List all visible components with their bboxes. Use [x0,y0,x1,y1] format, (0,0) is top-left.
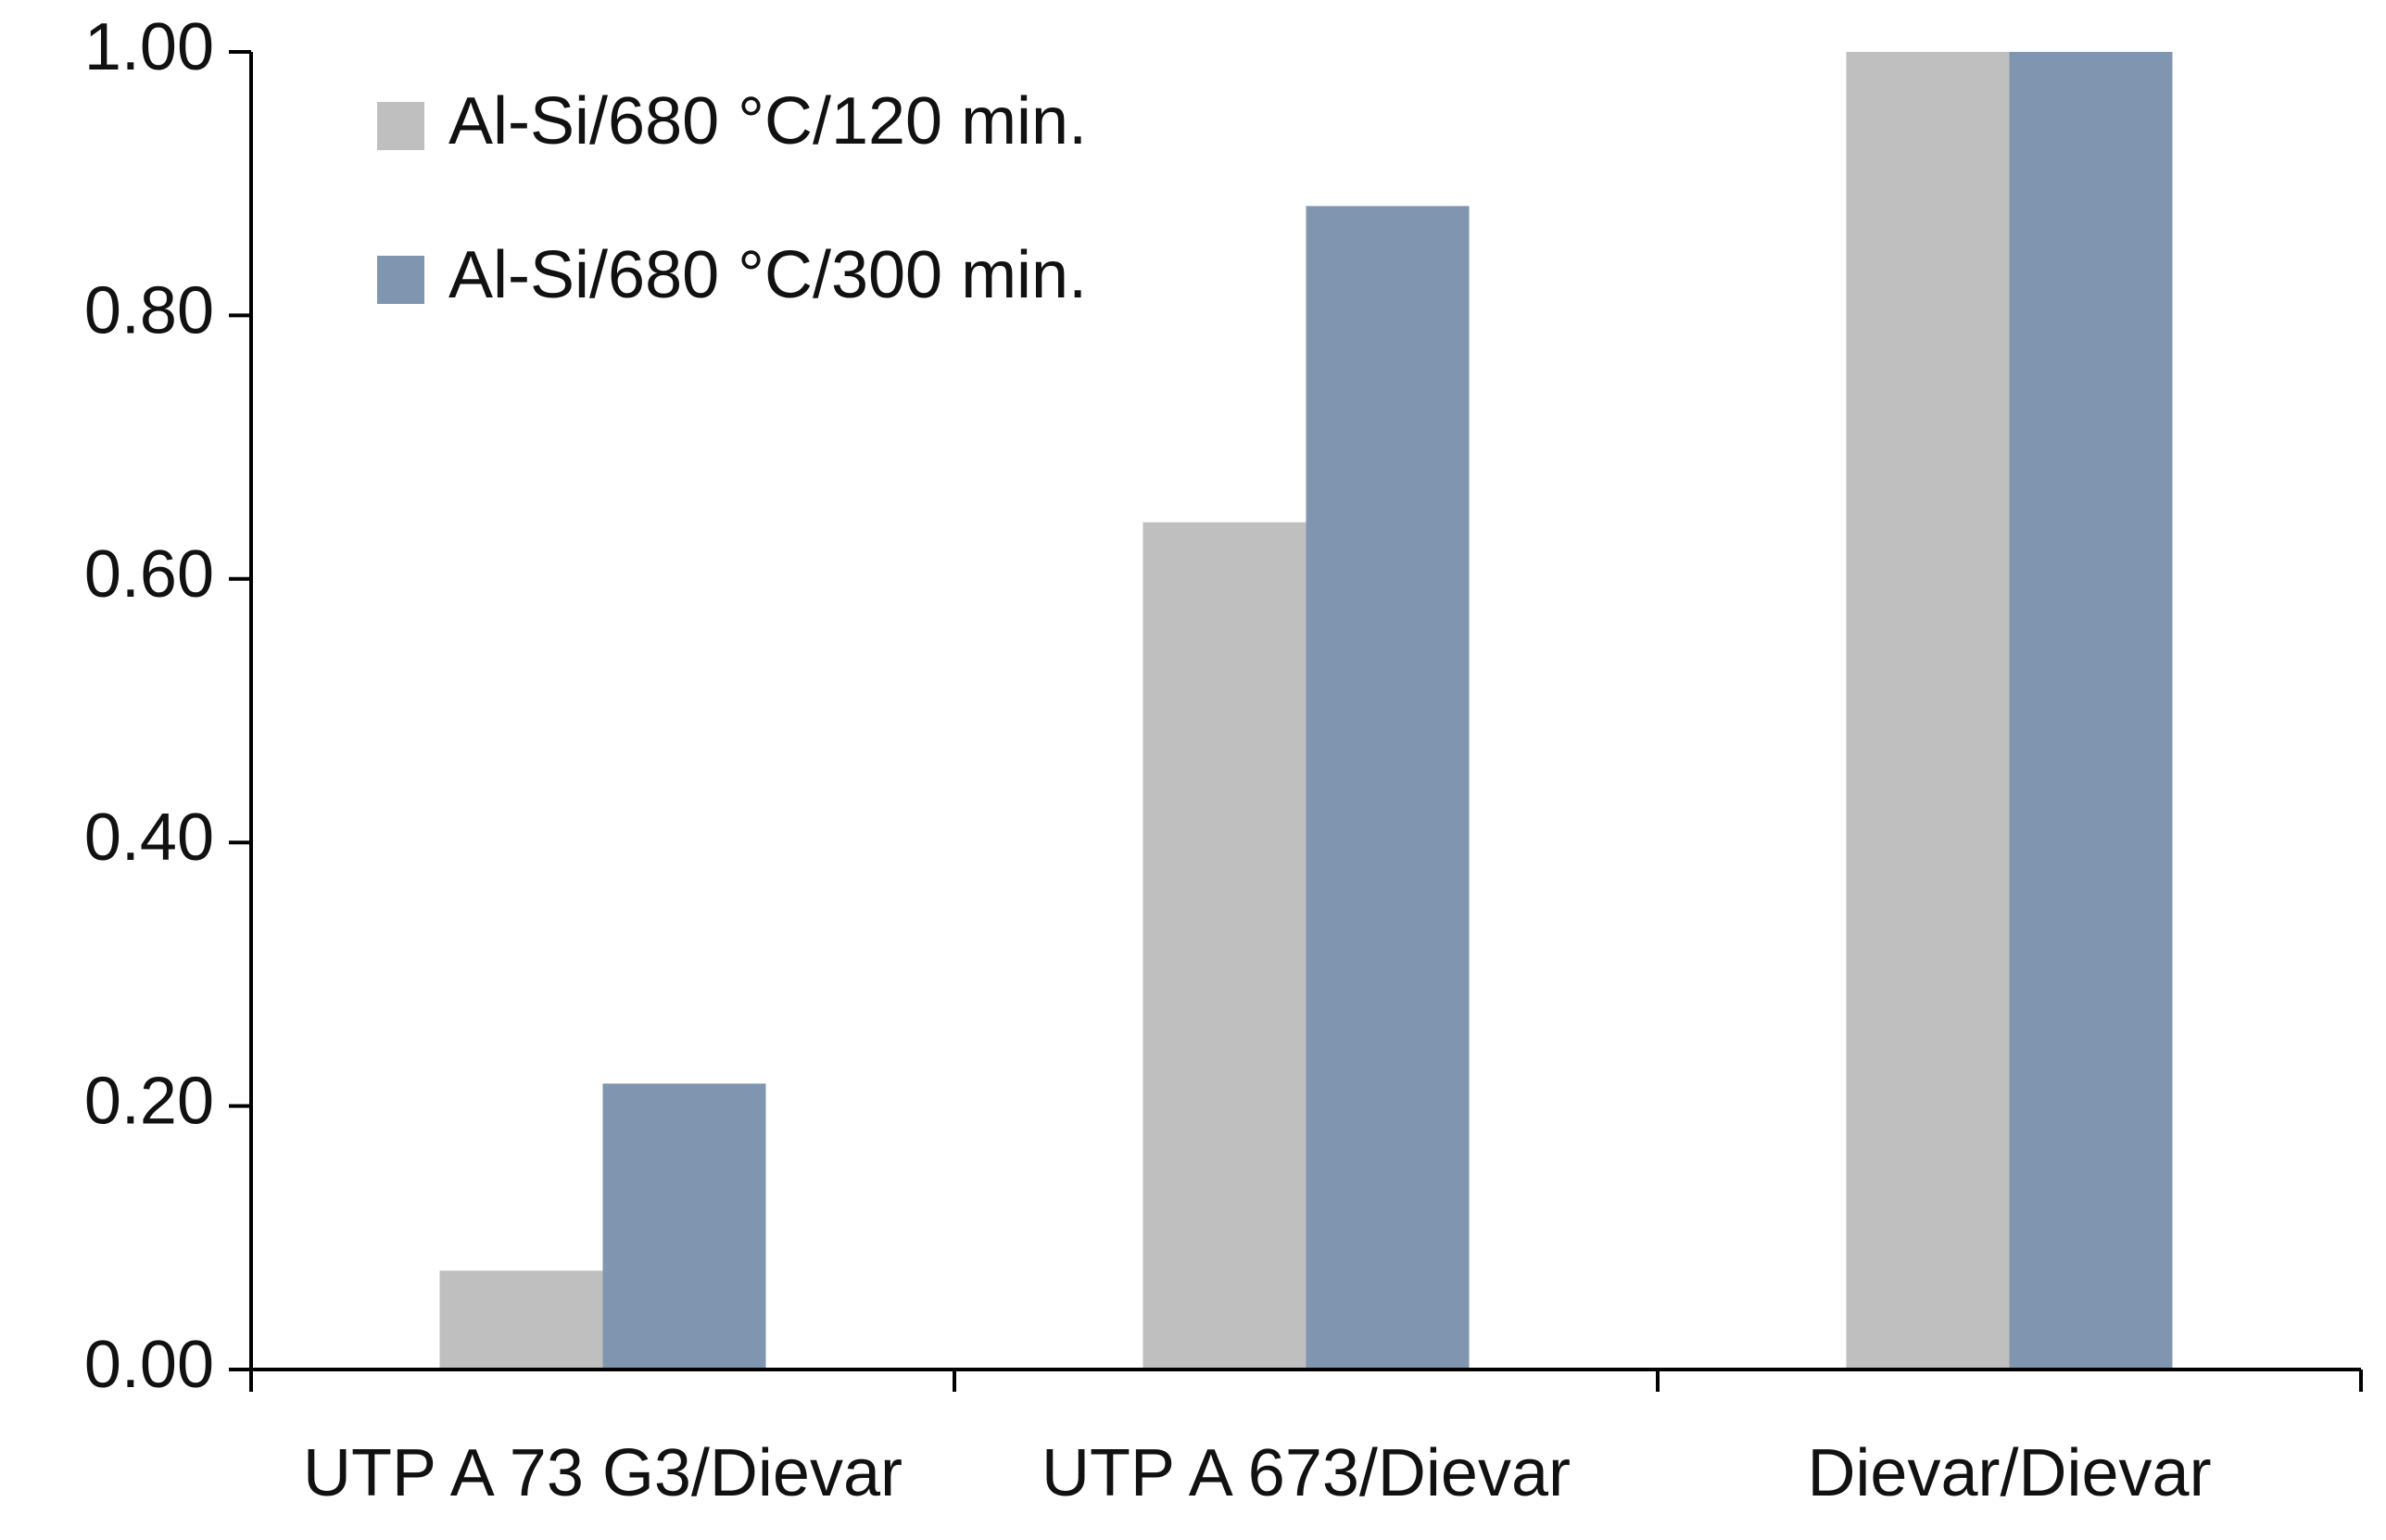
y-tick-label: 0.20 [84,1065,214,1139]
y-tick-label: 0.40 [84,801,214,875]
bar [1846,52,2010,1370]
x-tick-label: UTP A 73 G3/Dievar [303,1436,903,1510]
x-tick-label: Dievar/Dievar [1807,1436,2211,1510]
y-tick-label: 0.60 [84,537,214,612]
legend-label: Al-Si/680 °C/300 min. [448,238,1087,312]
bar [1143,522,1307,1370]
bar [439,1270,603,1370]
bar [602,1083,766,1370]
x-tick-label: UTP A 673/Dievar [1042,1436,1571,1510]
y-tick-label: 0.00 [84,1328,214,1402]
y-tick-label: 1.00 [84,10,214,84]
legend-label: Al-Si/680 °C/120 min. [448,84,1087,158]
legend-swatch [377,102,424,150]
y-tick-label: 0.80 [84,273,214,347]
bar [2009,52,2173,1370]
legend-swatch [377,256,424,304]
bar [1306,206,1470,1370]
